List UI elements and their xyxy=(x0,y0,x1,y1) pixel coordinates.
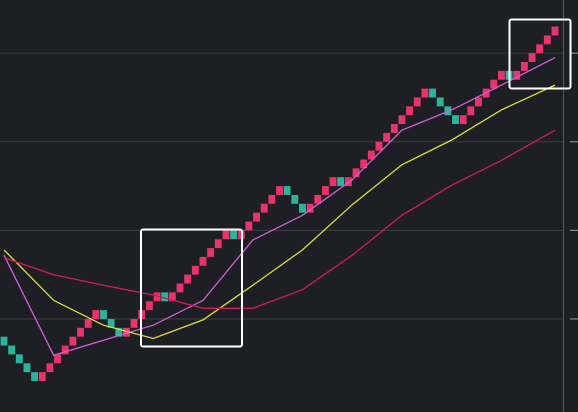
renko-brick xyxy=(253,212,260,222)
renko-brick xyxy=(436,97,444,107)
renko-brick xyxy=(245,221,253,231)
renko-brick xyxy=(459,115,467,125)
renko-brick xyxy=(54,354,62,364)
renko-brick xyxy=(46,363,54,373)
renko-brick xyxy=(8,345,16,355)
grid xyxy=(0,52,578,320)
renko-brick xyxy=(306,203,314,213)
renko-brick xyxy=(77,327,84,337)
renko-brick xyxy=(344,177,352,187)
renko-brick xyxy=(31,372,39,381)
renko-brick xyxy=(230,230,238,240)
renko-brick xyxy=(375,141,383,151)
renko-brick xyxy=(329,177,337,187)
renko-brick xyxy=(352,168,360,178)
renko-brick xyxy=(444,106,452,116)
renko-brick xyxy=(199,256,207,266)
renko-brick xyxy=(528,53,536,63)
renko-brick xyxy=(406,106,414,116)
renko-brick xyxy=(398,115,406,125)
renko-brick xyxy=(276,186,283,195)
renko-brick xyxy=(543,35,551,45)
renko-brick xyxy=(61,345,69,355)
renko-brick xyxy=(92,310,100,319)
renko-brick xyxy=(475,97,482,107)
renko-brick xyxy=(15,354,23,364)
renko-brick xyxy=(84,318,92,328)
renko-brick xyxy=(337,177,345,187)
renko-brick xyxy=(452,115,459,125)
renko-brick xyxy=(176,283,184,293)
renko-brick xyxy=(283,186,291,195)
renko-brick xyxy=(299,203,306,213)
renko-brick xyxy=(69,336,77,346)
moving-average-line xyxy=(3,84,556,340)
renko-brick xyxy=(145,301,153,311)
renko-brick xyxy=(191,265,199,275)
renko-brick xyxy=(513,70,521,80)
renko-brick xyxy=(184,274,192,284)
renko-brick xyxy=(291,194,299,204)
renko-brick xyxy=(38,372,46,381)
renko-brick xyxy=(130,318,138,328)
renko-brick xyxy=(321,186,329,195)
renko-brick xyxy=(497,70,505,80)
renko-brick xyxy=(260,203,268,213)
renko-brick xyxy=(268,194,276,204)
renko-brick xyxy=(383,132,391,142)
renko-brick xyxy=(390,124,398,133)
moving-average-line xyxy=(3,57,556,357)
renko-brick xyxy=(214,239,222,249)
highlight-box xyxy=(508,18,572,90)
renko-brick xyxy=(429,88,436,98)
renko-brick xyxy=(107,318,115,328)
renko-brick xyxy=(123,327,130,337)
renko-brick xyxy=(0,336,8,346)
moving-average-line xyxy=(3,129,556,309)
renko-brick xyxy=(207,248,215,257)
highlight-box xyxy=(140,228,243,348)
renko-brick xyxy=(490,79,498,89)
renko-brick xyxy=(153,292,161,302)
renko-brick xyxy=(222,230,230,240)
renko-brick xyxy=(551,26,559,36)
renko-brick xyxy=(161,292,169,302)
renko-brick xyxy=(367,150,375,160)
renko-brick xyxy=(421,88,429,98)
renko-brick xyxy=(413,97,421,107)
renko-brick xyxy=(360,159,368,169)
renko-brick xyxy=(23,363,31,373)
renko-brick xyxy=(168,292,176,302)
plot xyxy=(0,26,559,381)
renko-brick xyxy=(467,106,475,116)
renko-brick xyxy=(314,194,322,204)
renko-brick xyxy=(520,62,528,71)
renko-brick xyxy=(115,327,123,337)
renko-brick xyxy=(536,44,544,54)
renko-brick xyxy=(100,310,107,319)
